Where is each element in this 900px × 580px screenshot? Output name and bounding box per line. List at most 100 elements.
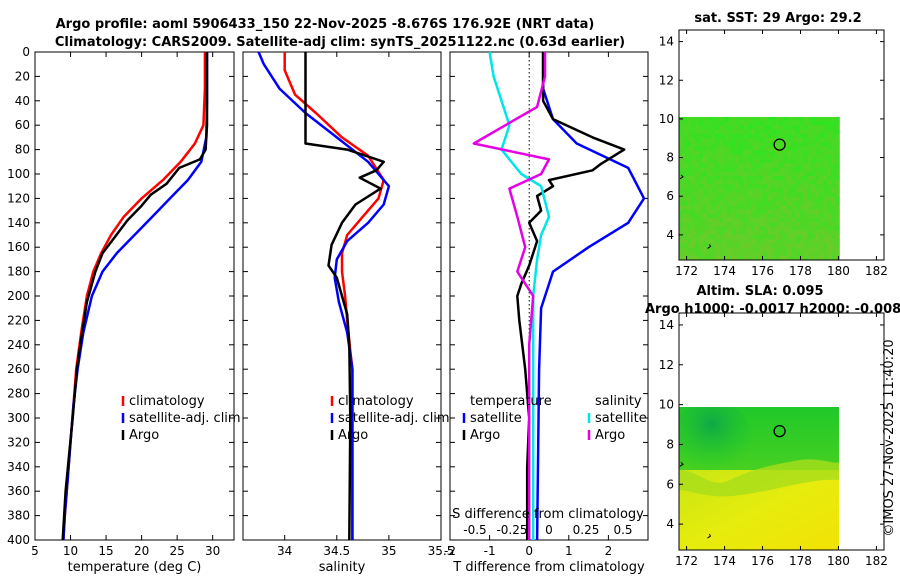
sst-cell bbox=[715, 180, 720, 185]
sst-cell bbox=[731, 217, 736, 223]
sst-cell bbox=[751, 234, 756, 240]
sst-cell bbox=[783, 247, 788, 252]
sst-cell bbox=[715, 209, 720, 215]
sst-cell bbox=[763, 184, 768, 189]
sst-cell bbox=[819, 226, 824, 231]
sst-cell bbox=[759, 129, 764, 135]
sst-cell bbox=[695, 188, 700, 194]
sst-cell bbox=[695, 154, 700, 160]
sst-cell bbox=[751, 116, 756, 122]
sst-cell bbox=[763, 121, 768, 126]
sst-cell bbox=[687, 129, 692, 135]
sst-cell bbox=[779, 247, 784, 252]
sst-cell bbox=[735, 150, 740, 156]
sst-cell bbox=[679, 201, 684, 206]
sst-cell bbox=[751, 129, 756, 135]
sst-cell bbox=[751, 167, 756, 173]
sst-cell bbox=[819, 133, 824, 139]
sst-cell bbox=[815, 180, 820, 185]
sst-cell bbox=[795, 138, 800, 143]
sst-cell bbox=[767, 133, 772, 139]
sst-cell bbox=[711, 213, 716, 219]
sst-cell bbox=[683, 171, 688, 177]
sst-cell bbox=[759, 201, 764, 206]
sst-cell bbox=[715, 205, 720, 210]
sst-cell bbox=[743, 175, 748, 181]
sst-cell bbox=[739, 180, 744, 185]
sst-cell bbox=[799, 163, 804, 168]
sst-cell bbox=[703, 188, 708, 194]
sst-cell bbox=[779, 205, 784, 210]
sst-cell bbox=[815, 129, 820, 135]
sst-cell bbox=[823, 167, 828, 173]
sst-cell bbox=[739, 217, 744, 223]
sst-cell bbox=[779, 217, 784, 223]
sst-cell bbox=[703, 142, 708, 147]
sst-cell bbox=[739, 167, 744, 173]
sst-cell bbox=[723, 255, 728, 261]
sst-cell bbox=[771, 209, 776, 215]
sst-cell bbox=[763, 234, 768, 240]
sst-cell bbox=[731, 138, 736, 143]
sst-cell bbox=[779, 230, 784, 236]
sst-cell bbox=[691, 196, 696, 202]
sst-cell bbox=[727, 175, 732, 181]
sst-cell bbox=[807, 171, 812, 177]
sla-map-xtick-label: 182 bbox=[865, 554, 888, 568]
sst-cell bbox=[831, 230, 836, 236]
sst-cell bbox=[799, 230, 804, 236]
sst-cell bbox=[771, 201, 776, 206]
sst-cell bbox=[783, 116, 788, 122]
sst-cell bbox=[791, 133, 796, 139]
sst-cell bbox=[795, 154, 800, 160]
sst-cell bbox=[731, 175, 736, 181]
sst-cell bbox=[775, 138, 780, 143]
sst-cell bbox=[787, 238, 792, 244]
sst-cell bbox=[691, 142, 696, 147]
sst-cell bbox=[811, 247, 816, 252]
sst-cell bbox=[759, 238, 764, 244]
sst-cell bbox=[835, 247, 840, 252]
sst-cell bbox=[831, 255, 836, 261]
sst-cell bbox=[711, 217, 716, 223]
sst-cell bbox=[723, 247, 728, 252]
sst-cell bbox=[787, 230, 792, 236]
sst-cell bbox=[699, 125, 704, 130]
sst-cell bbox=[723, 243, 728, 248]
sst-cell bbox=[683, 255, 688, 261]
sst-cell bbox=[763, 116, 768, 122]
sst-cell bbox=[739, 171, 744, 177]
sst-cell bbox=[711, 188, 716, 194]
sst-cell bbox=[719, 146, 724, 152]
sla-map-ytick-label: 14 bbox=[659, 318, 674, 332]
sst-cell bbox=[683, 192, 688, 198]
sst-cell bbox=[823, 154, 828, 160]
sst-cell bbox=[755, 192, 760, 198]
sst-cell bbox=[759, 146, 764, 152]
sst-cell bbox=[695, 238, 700, 244]
sst-cell bbox=[703, 238, 708, 244]
sst-cell bbox=[699, 205, 704, 210]
sst-cell bbox=[683, 142, 688, 147]
sst-cell bbox=[831, 234, 836, 240]
sst-cell bbox=[795, 209, 800, 215]
sst-cell bbox=[735, 209, 740, 215]
sst-cell bbox=[811, 154, 816, 160]
sst-cell bbox=[815, 205, 820, 210]
sst-cell bbox=[815, 138, 820, 143]
sst-map-ytick-label: 12 bbox=[659, 73, 674, 87]
sst-cell bbox=[679, 180, 684, 185]
temperature-panel: 5 10 15 20 25 3002040608010012014016018020022… bbox=[7, 45, 241, 575]
sst-cell bbox=[703, 125, 708, 130]
sst-cell bbox=[723, 188, 728, 194]
sst-cell bbox=[707, 175, 712, 181]
sst-cell bbox=[775, 192, 780, 198]
sst-cell bbox=[787, 159, 792, 164]
sst-cell bbox=[691, 209, 696, 215]
sst-cell bbox=[771, 251, 776, 257]
sst-cell bbox=[695, 213, 700, 219]
sst-cell bbox=[807, 226, 812, 231]
sst-cell bbox=[711, 205, 716, 210]
sst-cell bbox=[699, 201, 704, 206]
sst-cell bbox=[803, 142, 808, 147]
